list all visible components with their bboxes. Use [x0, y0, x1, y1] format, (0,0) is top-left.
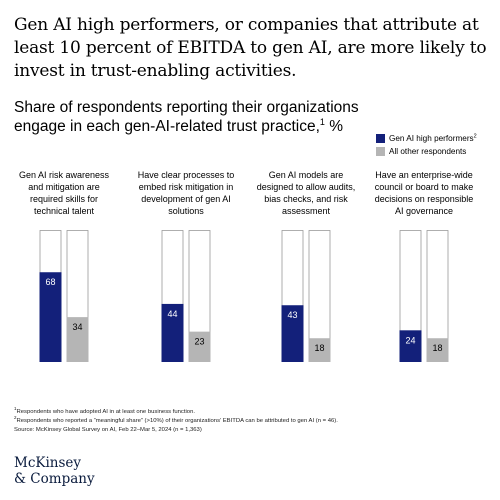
value-label-high-performers-1: 68	[45, 277, 55, 287]
logo-line-2: & Company	[14, 471, 95, 487]
bar-all-other-3	[308, 338, 331, 362]
value-label-all-other-2: 23	[194, 337, 204, 347]
bar-all-other-4	[426, 338, 449, 362]
value-label-high-performers-2: 44	[167, 309, 177, 319]
bar-group-4: Have an enterprise-wide council or board …	[375, 170, 474, 362]
value-label-high-performers-4: 24	[405, 335, 415, 345]
bar-high-performers-3	[281, 305, 304, 362]
bar-all-other-2	[188, 331, 211, 362]
bar-group-3: Gen AI models are designed to allow audit…	[257, 170, 356, 362]
legend-item-high-performers: Gen AI high performers2	[376, 132, 500, 145]
footnote-2: 2Respondents who reported a “meaningful …	[14, 415, 338, 424]
category-label-4: Have an enterprise-wide council or board …	[375, 170, 474, 216]
chart-title: Share of respondents reporting their org…	[14, 98, 359, 136]
legend-item-all-other: All other respondents	[376, 145, 500, 158]
value-label-high-performers-3: 43	[287, 310, 297, 320]
legend-label-high-performers: Gen AI high performers2	[389, 133, 477, 143]
bar-high-performers-4	[399, 330, 422, 362]
logo-line-1: McKinsey	[14, 455, 82, 471]
mckinsey-logo: McKinsey & Company	[14, 455, 95, 487]
legend-label-all-other: All other respondents	[389, 147, 467, 156]
footnote-source: Source: McKinsey Global Survey on AI, Fe…	[14, 427, 202, 433]
chart-title-footnote-marker: 1	[319, 116, 325, 127]
headline: Gen AI high performers, or companies tha…	[14, 15, 487, 81]
footnote-1: 1Respondents who have adopted AI in at l…	[14, 406, 195, 415]
bar-group-2: Have clear processes to embed risk mitiga…	[138, 170, 235, 362]
value-label-all-other-1: 34	[72, 322, 82, 332]
bar-group-1: Gen AI risk awareness and mitigation are r…	[19, 170, 110, 362]
legend-swatch-high-performers	[376, 134, 385, 143]
chart-title-text: Share of respondents reporting their org…	[14, 99, 359, 135]
value-label-all-other-4: 18	[432, 343, 442, 353]
bar-high-performers-1	[39, 272, 62, 362]
legend-swatch-all-other	[376, 147, 385, 156]
value-label-all-other-3: 18	[314, 343, 324, 353]
legend: Gen AI high performers2 All other respon…	[376, 132, 500, 158]
category-label-2: Have clear processes to embed risk mitiga…	[138, 170, 235, 216]
category-label-3: Gen AI models are designed to allow audit…	[257, 170, 356, 216]
bar-high-performers-2	[161, 303, 184, 362]
footnotes: 1Respondents who have adopted AI in at l…	[14, 406, 494, 435]
bar-all-other-1	[66, 317, 89, 362]
category-label-1: Gen AI risk awareness and mitigation are r…	[19, 170, 110, 216]
chart-unit: %	[329, 118, 344, 135]
